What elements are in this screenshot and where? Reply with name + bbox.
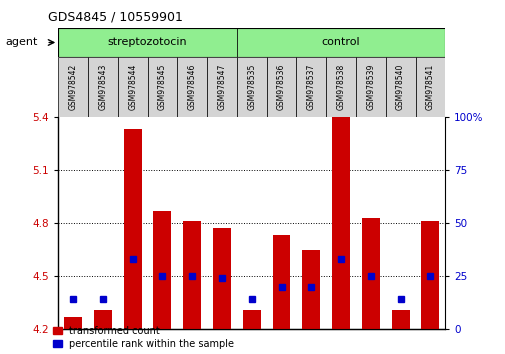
Bar (88, 57, 118, 117)
Bar (123, 129, 141, 329)
Bar (421, 221, 438, 329)
Bar (118, 57, 147, 117)
Bar (415, 57, 444, 117)
Bar (242, 310, 260, 329)
Bar (331, 117, 349, 329)
Text: GSM978535: GSM978535 (247, 63, 256, 110)
Text: GSM978542: GSM978542 (69, 64, 77, 110)
Text: GSM978538: GSM978538 (336, 64, 345, 110)
Text: GSM978536: GSM978536 (276, 63, 285, 110)
Bar (355, 57, 385, 117)
Bar (326, 57, 355, 117)
Bar (94, 310, 112, 329)
Text: GSM978546: GSM978546 (187, 63, 196, 110)
Bar (391, 310, 409, 329)
Text: agent: agent (5, 38, 37, 47)
Bar (385, 57, 415, 117)
Text: GSM978545: GSM978545 (158, 63, 167, 110)
Bar (213, 228, 230, 329)
Text: streptozotocin: streptozotocin (108, 38, 187, 47)
Bar (296, 57, 326, 117)
Text: GDS4845 / 10559901: GDS4845 / 10559901 (48, 11, 183, 24)
Bar (236, 57, 266, 117)
Bar (177, 57, 207, 117)
Bar (183, 221, 200, 329)
Bar (302, 250, 320, 329)
Text: GSM978547: GSM978547 (217, 63, 226, 110)
Bar (153, 211, 171, 329)
Text: control: control (321, 38, 360, 47)
Legend: transformed count, percentile rank within the sample: transformed count, percentile rank withi… (53, 326, 234, 349)
Bar (64, 317, 82, 329)
Bar (272, 235, 290, 329)
Text: GSM978541: GSM978541 (425, 64, 434, 110)
Bar (147, 57, 177, 117)
Bar (58, 28, 236, 57)
Bar (266, 57, 296, 117)
Bar (361, 218, 379, 329)
Text: GSM978537: GSM978537 (306, 63, 315, 110)
Bar (207, 57, 236, 117)
Bar (58, 57, 88, 117)
Bar (236, 28, 444, 57)
Text: GSM978540: GSM978540 (395, 63, 405, 110)
Text: GSM978544: GSM978544 (128, 63, 137, 110)
Text: GSM978543: GSM978543 (98, 63, 107, 110)
Text: GSM978539: GSM978539 (366, 63, 375, 110)
